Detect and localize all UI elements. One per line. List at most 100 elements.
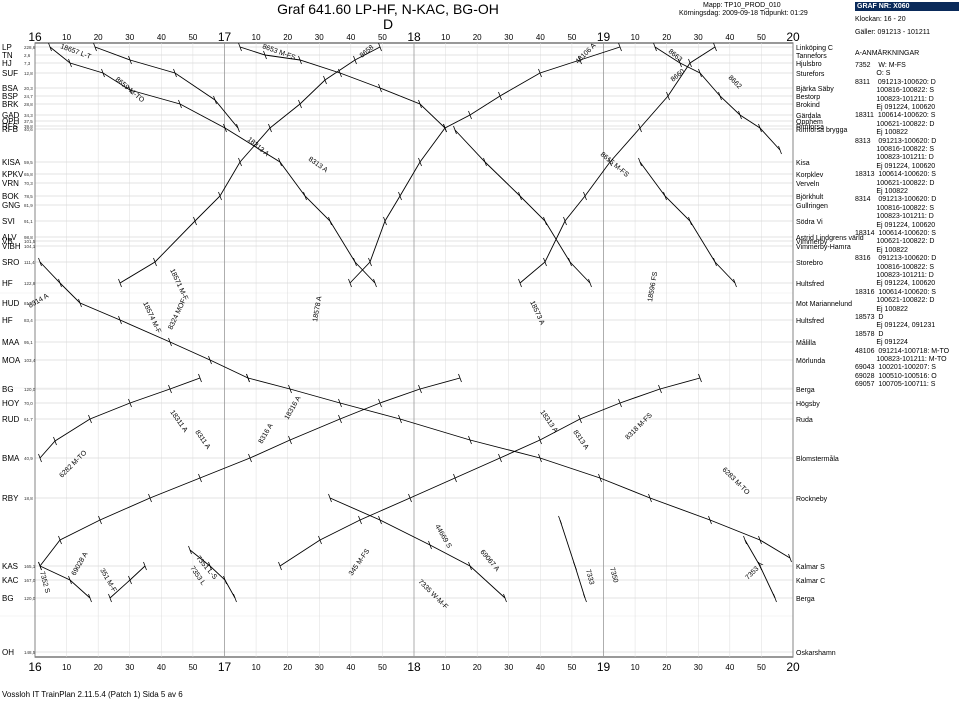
- station-km: 98,8: [24, 235, 33, 240]
- stop-tick: [38, 453, 42, 463]
- station-name: Ruda: [796, 417, 813, 424]
- minute-label: 20: [473, 33, 482, 42]
- stop-tick: [648, 493, 652, 503]
- minute-label: 30: [694, 663, 703, 672]
- stop-tick: [328, 493, 332, 503]
- station-abbr: KISA: [2, 158, 21, 167]
- minute-label: 10: [252, 33, 261, 42]
- station-km: 111,4: [24, 260, 35, 265]
- annotation-line: 100816-100822: S: [855, 263, 934, 271]
- graf-number: GRAF NR: X060: [855, 2, 959, 11]
- stop-tick: [666, 91, 670, 101]
- stop-tick: [378, 515, 382, 525]
- hour-label: 20: [786, 660, 800, 674]
- train-number-label: 18578 A: [312, 296, 323, 323]
- stop-tick: [663, 191, 667, 201]
- station-km: 228,6: [24, 45, 36, 50]
- station-name: Hultsfred: [796, 281, 824, 288]
- train-path: [39, 377, 201, 459]
- station-km: 81,9: [24, 203, 33, 208]
- stop-tick: [498, 453, 502, 463]
- stop-tick: [288, 435, 292, 445]
- minute-label: 20: [662, 33, 671, 42]
- stop-tick: [168, 384, 172, 394]
- station-km: 104,1: [24, 244, 36, 249]
- station-abbr: BMA: [2, 454, 20, 463]
- stop-tick: [268, 123, 272, 133]
- station-name: Hultsfred: [796, 318, 824, 325]
- stop-tick: [713, 42, 717, 52]
- hour-label: 19: [597, 30, 611, 44]
- station-abbr: RFB: [2, 125, 18, 134]
- train-path: [639, 161, 736, 284]
- hour-label: 16: [28, 660, 42, 674]
- station-km: 120,0: [24, 387, 36, 392]
- station-name: Mörlunda: [796, 358, 825, 365]
- minute-label: 10: [631, 33, 640, 42]
- annotation-line: 100621-100822: D: [855, 179, 935, 187]
- train-number-label: 8313 A: [307, 156, 329, 174]
- hour-label: 19: [597, 660, 611, 674]
- station-abbr: VRN: [2, 179, 19, 188]
- annotations-panel: GRAF NR: X060 Klockan: 16 - 20 Gäller: 0…: [853, 0, 960, 701]
- train-path: [559, 519, 586, 599]
- stop-tick: [543, 257, 547, 267]
- station-name: Södra Vi: [796, 219, 823, 226]
- station-km: 91,1: [24, 219, 33, 224]
- stop-tick: [658, 384, 662, 394]
- minute-label: 40: [157, 663, 166, 672]
- station-abbr: HF: [2, 279, 13, 288]
- train-number-label: 18596 FS: [647, 271, 659, 302]
- stop-tick: [418, 157, 422, 167]
- stop-tick: [713, 257, 717, 267]
- valid-range: Gäller: 091213 - 101211: [855, 29, 930, 36]
- stop-tick: [558, 515, 562, 525]
- minute-label: 30: [315, 33, 324, 42]
- annotation-line: Ej 091224, 100620: [855, 221, 936, 229]
- stop-tick: [93, 42, 97, 52]
- annotation-line: 100823-101211: D: [855, 95, 934, 103]
- annotation-line: 100816-100822: S: [855, 204, 934, 212]
- minute-label: 50: [567, 663, 576, 672]
- stop-tick: [128, 55, 132, 65]
- station-abbr: RBY: [2, 494, 19, 503]
- annotation-line: 100621-100822: D: [855, 238, 935, 246]
- clock-range: Klockan: 16 - 20: [855, 16, 906, 23]
- station-km: 12,8: [24, 71, 33, 76]
- station-km: 83,4: [24, 318, 33, 323]
- station-abbr: KAS: [2, 562, 18, 571]
- stop-tick: [618, 42, 622, 52]
- annotation-line: 8311 091213-100620: D: [855, 78, 936, 86]
- stop-tick: [788, 553, 792, 563]
- hour-label: 20: [786, 30, 800, 44]
- stop-tick: [373, 278, 377, 288]
- stop-tick: [188, 545, 192, 555]
- station-abbr: HF: [2, 316, 13, 325]
- stop-tick: [101, 68, 105, 78]
- stop-tick: [698, 68, 702, 78]
- station-name: Korpklev: [796, 172, 824, 179]
- station-km: 70,0: [24, 401, 33, 406]
- stop-tick: [378, 42, 382, 52]
- annotation-line: 18314 100614-100620: S: [855, 230, 936, 237]
- train-path: [94, 46, 239, 129]
- station-abbr: GAD: [2, 111, 20, 120]
- stop-tick: [618, 398, 622, 408]
- station-abbr: VB: [2, 237, 13, 246]
- annotation-line: 69043 100201-100207: S: [855, 364, 936, 372]
- station-abbr: GNG: [2, 201, 20, 210]
- minute-label: 20: [283, 663, 292, 672]
- stop-tick: [468, 435, 472, 445]
- stop-tick: [698, 373, 702, 383]
- stop-tick: [53, 436, 57, 446]
- stop-tick: [733, 278, 737, 288]
- stop-tick: [298, 99, 302, 109]
- station-abbr: BG: [2, 594, 14, 603]
- stop-tick: [278, 561, 282, 571]
- minute-label: 10: [441, 33, 450, 42]
- minute-label: 30: [504, 33, 513, 42]
- annotations-heading: A-ANMÄRKNINGAR: [855, 50, 920, 57]
- annotation-line: 100816-100822: S: [855, 146, 934, 153]
- station-name: Kalmar C: [796, 578, 825, 585]
